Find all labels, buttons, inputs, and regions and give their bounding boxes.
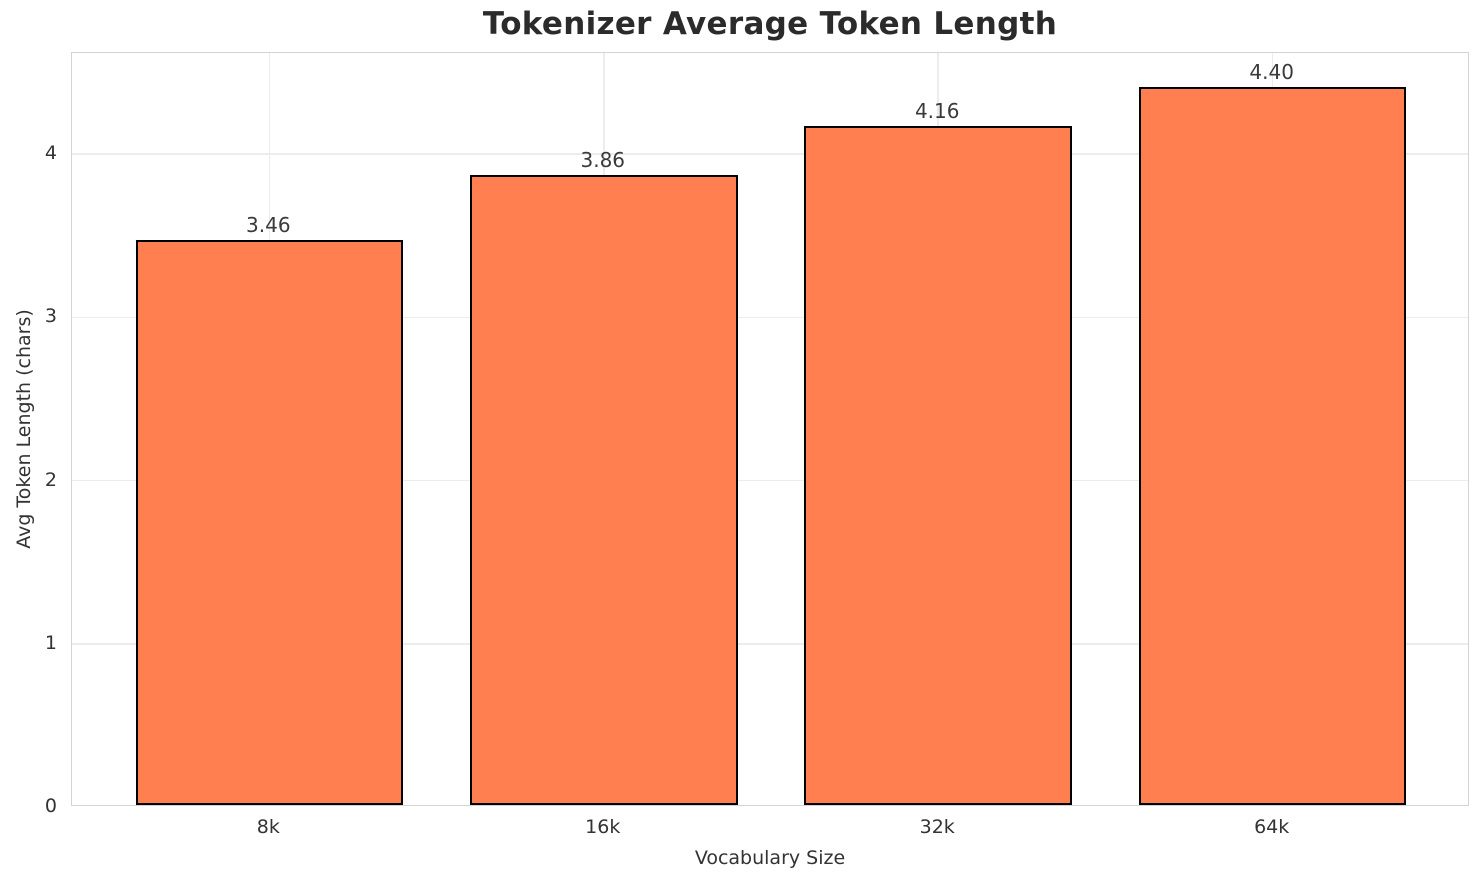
bar-value-label-64k: 4.40 — [1249, 59, 1294, 84]
h-gridline-y2 — [72, 479, 1468, 482]
x-tick-label-32k: 32k — [919, 816, 955, 838]
x-axis-label: Vocabulary Size — [694, 847, 846, 869]
x-tick-label-64k: 64k — [1254, 816, 1290, 838]
h-gridline-y1 — [72, 643, 1468, 645]
y-tick-label-2: 2 — [44, 468, 57, 491]
y-tick-label-0: 0 — [44, 795, 57, 817]
bar-32k — [804, 126, 1072, 805]
plot-area — [71, 52, 1469, 806]
y-axis-label: Avg Token Length (chars) — [13, 309, 35, 549]
bar-value-label-16k: 3.86 — [580, 148, 626, 173]
y-tick-label-1: 1 — [44, 631, 57, 654]
y-tick-label-4: 4 — [44, 142, 57, 165]
bar-16k — [469, 175, 738, 805]
h-gridline-y3 — [72, 316, 1468, 319]
chart-title: Tokenizer Average Token Length — [482, 6, 1058, 42]
x-tick-label-8k: 8k — [256, 816, 280, 838]
h-gridline-y4 — [72, 153, 1468, 155]
bar-64k — [1138, 86, 1407, 805]
x-tick-label-16k: 16k — [585, 816, 621, 838]
bar-value-label-32k: 4.16 — [914, 99, 960, 124]
y-tick-label-3: 3 — [44, 305, 57, 328]
bar-8k — [135, 240, 404, 805]
bar-value-label-8k: 3.46 — [246, 213, 291, 238]
